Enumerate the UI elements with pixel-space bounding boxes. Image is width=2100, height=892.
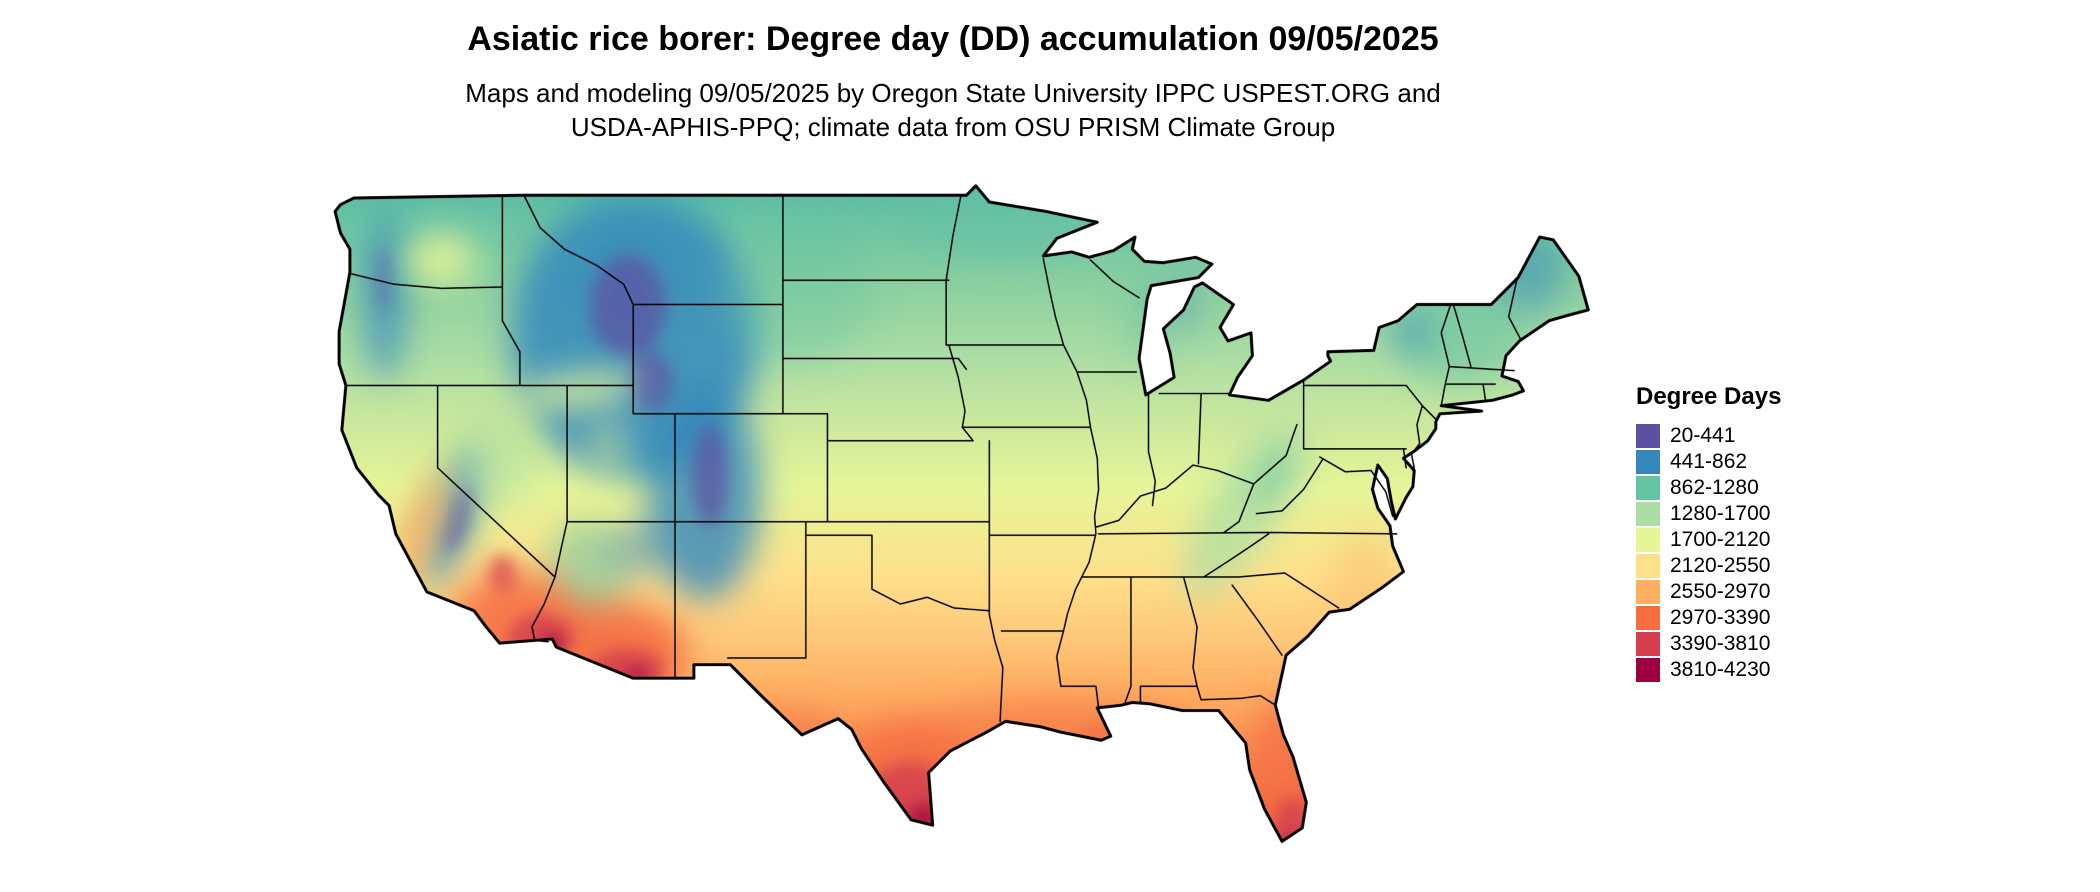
us-map-svg xyxy=(333,184,1590,843)
degree-day-raster xyxy=(335,185,1589,842)
page-title: Asiatic rice borer: Degree day (DD) accu… xyxy=(467,20,1439,58)
legend-color-swatch xyxy=(1636,528,1660,552)
legend-range-label: 2550-2970 xyxy=(1670,580,1771,603)
legend-title: Degree Days xyxy=(1636,383,1782,410)
legend-range-label: 2120-2550 xyxy=(1670,554,1771,577)
legend-color-swatch xyxy=(1636,554,1660,578)
legend-item: 2120-2550 xyxy=(1636,553,1781,579)
legend-range-label: 2970-3390 xyxy=(1670,606,1771,629)
legend-item: 441-862 xyxy=(1636,449,1781,475)
state-borders xyxy=(345,194,1522,723)
legend-color-swatch xyxy=(1636,502,1660,526)
legend-item: 3810-4230 xyxy=(1636,657,1781,683)
legend-item: 862-1280 xyxy=(1636,475,1781,501)
legend-range-label: 3810-4230 xyxy=(1670,658,1771,681)
map-header: Asiatic rice borer: Degree day (DD) accu… xyxy=(0,20,1906,145)
legend-item: 1280-1700 xyxy=(1636,501,1781,527)
legend-range-label: 1280-1700 xyxy=(1670,502,1771,525)
legend-range-label: 1700-2120 xyxy=(1670,528,1771,551)
attribution-text: Maps and modeling 09/05/2025 by Oregon S… xyxy=(0,77,1906,145)
attribution-line-2: USDA-APHIS-PPQ; climate data from OSU PR… xyxy=(570,111,1336,142)
us-degree-day-map xyxy=(300,180,1595,885)
legend-item: 2970-3390 xyxy=(1636,605,1781,631)
attribution-line-1: Maps and modeling 09/05/2025 by Oregon S… xyxy=(465,78,1441,108)
legend-range-label: 441-862 xyxy=(1670,450,1748,473)
legend-color-swatch xyxy=(1636,476,1660,500)
legend-color-swatch xyxy=(1636,580,1660,604)
legend-color-swatch xyxy=(1636,424,1660,448)
legend-color-swatch xyxy=(1636,632,1660,656)
us-outline xyxy=(333,184,1590,843)
legend-color-swatch xyxy=(1636,450,1660,474)
legend-item: 20-441 xyxy=(1636,423,1781,449)
legend-range-label: 3390-3810 xyxy=(1670,632,1771,655)
legend: Degree Days 20-441 441-862 862-1280 1280-17… xyxy=(1636,383,1781,683)
legend-range-label: 20-441 xyxy=(1670,424,1736,447)
legend-color-swatch xyxy=(1636,658,1660,682)
legend-item: 2550-2970 xyxy=(1636,579,1781,605)
legend-range-label: 862-1280 xyxy=(1670,476,1759,499)
legend-item: 1700-2120 xyxy=(1636,527,1781,553)
legend-color-swatch xyxy=(1636,606,1660,630)
legend-item: 3390-3810 xyxy=(1636,631,1781,657)
legend-items: 20-441 441-862 862-1280 1280-1700 1700-2120 2… xyxy=(1636,423,1781,683)
